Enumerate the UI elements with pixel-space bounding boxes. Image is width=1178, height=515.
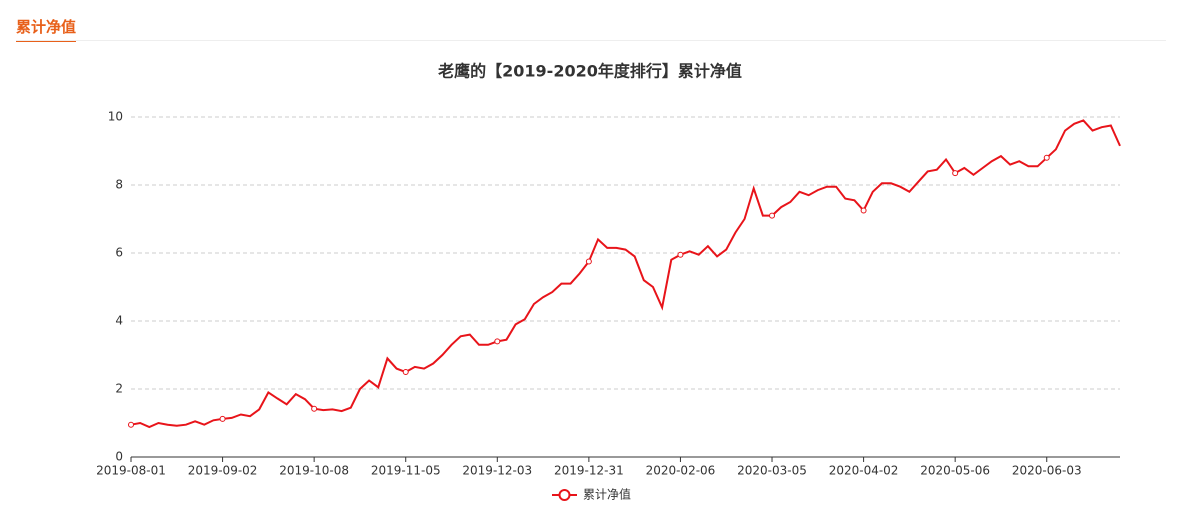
- y-tick-label: 0: [115, 450, 123, 464]
- x-tick-label: 2019-12-31: [554, 464, 624, 478]
- x-tick-label: 2019-12-03: [462, 464, 532, 478]
- legend-label: 累计净值: [583, 487, 631, 502]
- data-point: [952, 170, 959, 177]
- data-point: [677, 251, 684, 258]
- x-tick-label: 2019-10-08: [279, 464, 349, 478]
- x-tick-label: 2019-11-05: [371, 464, 441, 478]
- data-point: [769, 212, 776, 219]
- y-tick-label: 10: [108, 110, 123, 124]
- data-point: [585, 258, 592, 265]
- data-point: [128, 421, 134, 428]
- y-tick-label: 6: [115, 246, 123, 260]
- data-point: [494, 338, 501, 345]
- data-point: [402, 369, 409, 375]
- x-tick-label: 2020-04-02: [829, 464, 899, 478]
- divider: [16, 40, 1166, 41]
- data-point: [311, 405, 318, 412]
- legend-marker: [558, 489, 571, 501]
- data-point: [1043, 154, 1050, 161]
- section-title: 累计净值: [16, 16, 77, 42]
- x-tick-label: 2020-05-06: [920, 464, 990, 478]
- x-tick-label: 2020-02-06: [646, 464, 716, 478]
- y-tick-label: 2: [115, 382, 123, 396]
- x-tick-label: 2019-09-02: [188, 464, 258, 478]
- x-tick-label: 2020-03-05: [737, 464, 807, 478]
- x-tick-label: 2020-06-03: [1012, 464, 1082, 478]
- data-point: [219, 415, 226, 422]
- y-tick-label: 4: [115, 314, 123, 328]
- chart-title: 老鹰的【2019-2020年度排行】累计净值: [437, 62, 742, 81]
- y-tick-label: 8: [115, 178, 123, 192]
- data-point: [860, 207, 867, 214]
- x-tick-label: 2019-08-01: [96, 464, 166, 478]
- data-line: [130, 119, 1121, 429]
